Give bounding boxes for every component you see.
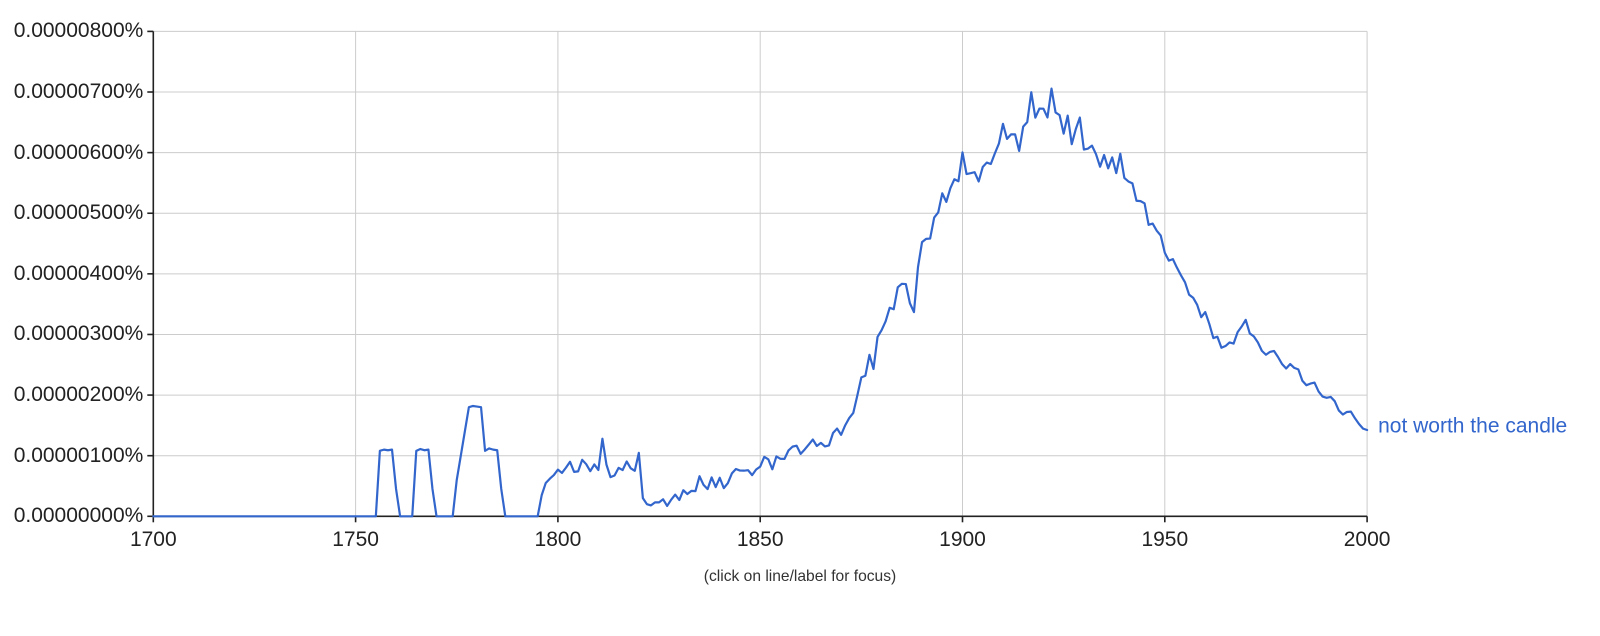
svg-text:not worth the candle: not worth the candle [1378,415,1567,438]
